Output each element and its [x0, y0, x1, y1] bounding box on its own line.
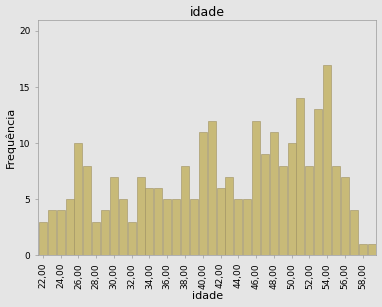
Bar [74, 143, 83, 255]
Bar [57, 210, 65, 255]
Bar [243, 199, 251, 255]
Bar [350, 210, 358, 255]
Bar [146, 188, 154, 255]
Bar [314, 110, 322, 255]
Bar [332, 165, 340, 255]
Bar [270, 132, 278, 255]
Bar [92, 222, 100, 255]
Bar [163, 199, 171, 255]
Bar [199, 132, 207, 255]
Bar [367, 244, 376, 255]
Bar [110, 177, 118, 255]
Bar [234, 199, 242, 255]
Bar [341, 177, 349, 255]
Bar [305, 165, 313, 255]
Y-axis label: Frequência: Frequência [6, 107, 16, 168]
Bar [252, 121, 260, 255]
Bar [181, 165, 189, 255]
X-axis label: idade: idade [192, 291, 223, 301]
Bar [208, 121, 216, 255]
Bar [279, 165, 287, 255]
Bar [225, 177, 233, 255]
Bar [65, 199, 73, 255]
Bar [172, 199, 180, 255]
Bar [296, 98, 304, 255]
Bar [217, 188, 225, 255]
Bar [48, 210, 56, 255]
Bar [323, 64, 331, 255]
Bar [119, 199, 127, 255]
Bar [83, 165, 91, 255]
Bar [39, 222, 47, 255]
Bar [154, 188, 162, 255]
Bar [288, 143, 296, 255]
Title: idade: idade [190, 6, 225, 18]
Bar [137, 177, 144, 255]
Bar [261, 154, 269, 255]
Bar [128, 222, 136, 255]
Bar [190, 199, 198, 255]
Bar [359, 244, 367, 255]
Bar [101, 210, 109, 255]
